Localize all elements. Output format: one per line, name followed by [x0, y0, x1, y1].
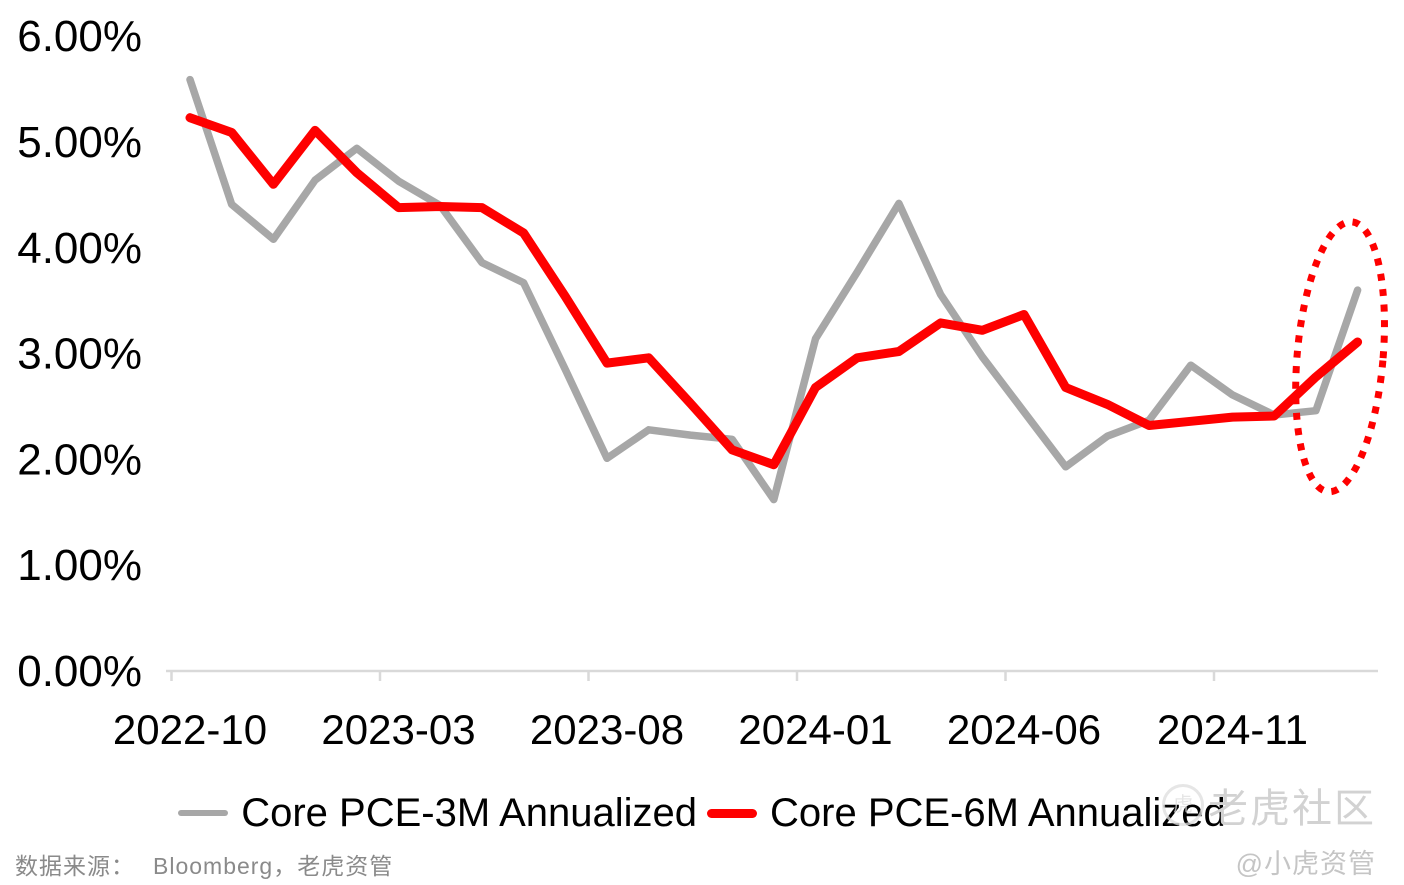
data-source: 数据来源： Bloomberg，老虎资管 [15, 847, 393, 881]
y-axis-label: 1.00% [17, 541, 142, 590]
y-axis-label: 4.00% [17, 224, 142, 273]
legend: Core PCE-3M Annualized Core PCE-6M Annua… [0, 786, 1404, 840]
pce-line-chart: 2022-10 2023-03 2023-08 2024-01 2024-06 2024-… [17, 12, 1388, 753]
legend-label-3m: Core PCE-3M Annualized [241, 790, 697, 835]
data-source-label: 数据来源： [15, 853, 135, 879]
legend-item-3m: Core PCE-3M Annualized [178, 791, 697, 836]
legend-swatch-6m-icon [707, 808, 757, 818]
legend-item-6m: Core PCE-6M Annualized [707, 791, 1226, 836]
highlight-ellipse [1292, 218, 1388, 496]
data-source-value: Bloomberg，老虎资管 [153, 853, 394, 879]
series-line-6m [185, 113, 1363, 470]
legend-swatch-3m-icon [178, 810, 229, 816]
y-axis-label: 2.00% [17, 435, 142, 484]
x-axis-label: 2024-11 [1157, 706, 1308, 753]
legend-label-6m: Core PCE-6M Annualized [770, 790, 1226, 835]
x-axis-label: 2023-03 [321, 706, 475, 753]
y-axis-label: 6.00% [17, 12, 142, 61]
watermark-handle: @小虎资管 [1235, 849, 1376, 879]
series-line-3m [186, 75, 1362, 504]
y-axis-label: 3.00% [17, 330, 142, 379]
x-axis-label: 2024-01 [738, 706, 892, 753]
x-axis-label: 2022-10 [113, 706, 267, 753]
x-axis-label: 2023-08 [530, 706, 684, 753]
x-axis-label: 2024-06 [947, 706, 1101, 753]
y-axis-label: 5.00% [17, 118, 142, 167]
y-axis-label: 0.00% [17, 647, 142, 696]
